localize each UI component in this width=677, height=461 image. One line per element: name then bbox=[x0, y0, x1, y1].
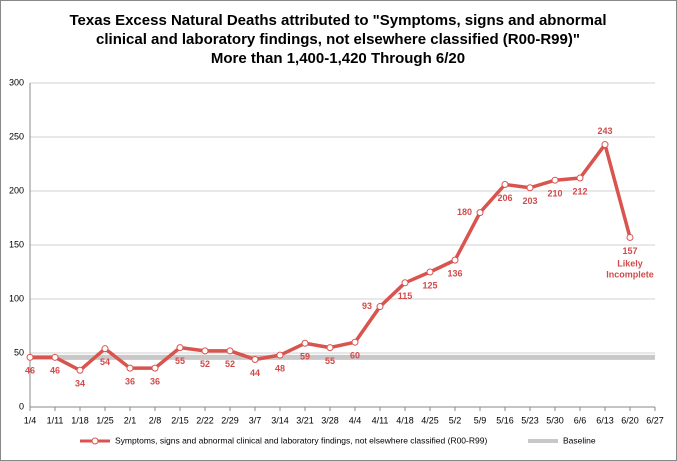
data-point bbox=[476, 209, 484, 217]
x-tick-label: 2/22 bbox=[196, 415, 214, 425]
data-label: 243 bbox=[597, 126, 612, 136]
data-label: 36 bbox=[125, 376, 135, 386]
data-label: 210 bbox=[547, 189, 562, 199]
x-tick-label: 1/11 bbox=[47, 415, 64, 425]
x-tick-label: 2/1 bbox=[124, 415, 137, 425]
data-point bbox=[626, 233, 634, 241]
x-tick-label: 5/2 bbox=[449, 415, 462, 425]
data-label: 54 bbox=[100, 357, 110, 367]
data-label: 180 bbox=[457, 207, 472, 217]
data-label: 44 bbox=[250, 368, 260, 378]
y-tick-label: 200 bbox=[9, 185, 24, 195]
data-label: 60 bbox=[350, 351, 360, 361]
data-label: 212 bbox=[572, 186, 587, 196]
x-tick-label: 2/8 bbox=[149, 415, 162, 425]
data-point bbox=[26, 353, 34, 361]
data-point bbox=[351, 338, 359, 346]
data-point bbox=[451, 256, 459, 264]
data-point bbox=[401, 279, 409, 287]
annotation: Likely Incomplete bbox=[606, 259, 654, 280]
x-tick-label: 6/27 bbox=[646, 415, 664, 425]
data-point bbox=[301, 339, 309, 347]
data-point bbox=[176, 344, 184, 352]
data-label: 46 bbox=[25, 366, 35, 376]
data-point bbox=[576, 174, 584, 182]
data-label: 125 bbox=[422, 280, 437, 290]
legend-marker bbox=[91, 437, 99, 445]
data-point bbox=[251, 355, 259, 363]
data-label: 136 bbox=[447, 268, 462, 278]
x-tick-label: 5/16 bbox=[496, 415, 514, 425]
x-tick-label: 3/28 bbox=[321, 415, 339, 425]
data-point bbox=[376, 303, 384, 311]
y-tick-label: 150 bbox=[9, 239, 24, 249]
data-label: 206 bbox=[497, 193, 512, 203]
x-tick-label: 2/29 bbox=[221, 415, 239, 425]
data-point bbox=[126, 364, 134, 372]
x-tick-label: 3/21 bbox=[296, 415, 314, 425]
data-label: 36 bbox=[150, 376, 160, 386]
y-tick-label: 50 bbox=[14, 347, 24, 357]
data-label: 34 bbox=[75, 379, 85, 389]
x-tick-label: 6/13 bbox=[596, 415, 614, 425]
x-tick-label: 6/20 bbox=[621, 415, 639, 425]
x-tick-label: 3/7 bbox=[249, 415, 262, 425]
data-label: 93 bbox=[362, 301, 372, 311]
x-tick-label: 3/14 bbox=[271, 415, 289, 425]
x-tick-label: 6/6 bbox=[574, 415, 587, 425]
data-point bbox=[426, 268, 434, 276]
data-label: 203 bbox=[522, 196, 537, 206]
data-point bbox=[526, 184, 534, 192]
y-tick-label: 0 bbox=[19, 401, 24, 411]
chart-title: Texas Excess Natural Deaths attributed t… bbox=[70, 12, 607, 29]
x-tick-label: 4/25 bbox=[421, 415, 439, 425]
x-tick-label: 4/18 bbox=[396, 415, 414, 425]
chart-title: clinical and laboratory findings, not el… bbox=[96, 31, 580, 48]
data-label: 115 bbox=[398, 291, 413, 301]
data-point bbox=[201, 347, 209, 355]
data-label: 52 bbox=[225, 359, 235, 369]
data-point bbox=[551, 176, 559, 184]
y-tick-label: 250 bbox=[9, 131, 24, 141]
x-tick-label: 1/25 bbox=[96, 415, 114, 425]
data-label: 48 bbox=[275, 364, 285, 374]
data-label: 52 bbox=[200, 359, 210, 369]
data-point bbox=[276, 351, 284, 359]
data-label: 55 bbox=[175, 356, 185, 366]
y-tick-label: 300 bbox=[9, 77, 24, 87]
x-tick-label: 5/9 bbox=[474, 415, 487, 425]
legend-label: Symptoms, signs and abnormal clinical an… bbox=[115, 435, 487, 445]
x-tick-label: 1/18 bbox=[71, 415, 89, 425]
x-tick-label: 5/30 bbox=[546, 415, 564, 425]
data-label: 46 bbox=[50, 366, 60, 376]
y-tick-label: 100 bbox=[9, 293, 24, 303]
data-point bbox=[76, 366, 84, 374]
data-label: 55 bbox=[325, 356, 335, 366]
x-tick-label: 4/11 bbox=[372, 415, 389, 425]
chart-title: More than 1,400-1,420 Through 6/20 bbox=[211, 50, 465, 67]
data-point bbox=[101, 345, 109, 353]
data-point bbox=[226, 347, 234, 355]
data-point bbox=[501, 181, 509, 189]
data-point bbox=[326, 344, 334, 352]
data-point bbox=[151, 364, 159, 372]
legend-label: Baseline bbox=[563, 435, 596, 445]
x-tick-label: 4/4 bbox=[349, 415, 362, 425]
data-label: 59 bbox=[300, 352, 310, 362]
x-tick-label: 2/15 bbox=[171, 415, 189, 425]
data-point bbox=[601, 141, 609, 149]
data-label: 157 bbox=[622, 246, 637, 256]
x-tick-label: 5/23 bbox=[521, 415, 539, 425]
x-tick-label: 1/4 bbox=[24, 415, 37, 425]
data-point bbox=[51, 353, 59, 361]
